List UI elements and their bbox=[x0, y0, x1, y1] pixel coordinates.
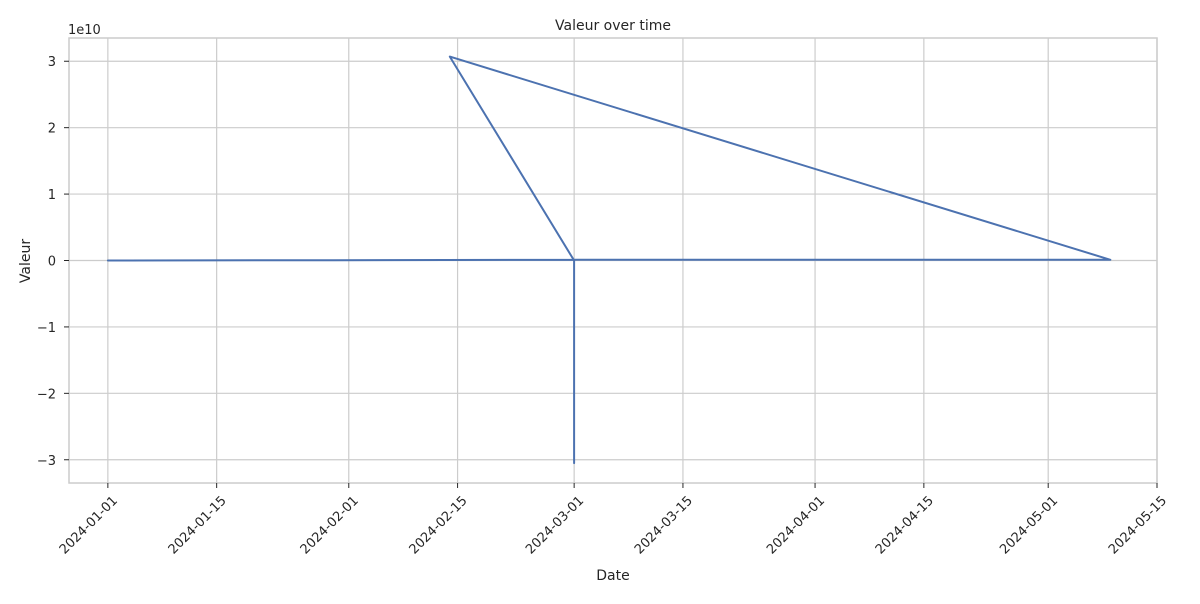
y-axis-offset-label: 1e10 bbox=[68, 23, 101, 38]
x-tick-label: 2024-03-15 bbox=[632, 493, 696, 557]
x-tick-label: 2024-01-15 bbox=[166, 493, 230, 557]
y-tick-label: 2 bbox=[48, 122, 56, 137]
x-tick-label: 2024-04-15 bbox=[873, 493, 937, 557]
x-axis-ticks: 2024-01-01 2024-01-15 2024-02-01 2024-02-15… bbox=[57, 483, 1170, 557]
y-tick-label: −3 bbox=[37, 454, 56, 469]
y-axis-label: Valeur bbox=[18, 239, 34, 283]
x-tick-label: 2024-02-01 bbox=[298, 493, 362, 557]
y-axis-ticks: −3 −2 −1 0 1 2 3 bbox=[37, 55, 69, 469]
series-layer bbox=[106, 55, 1112, 465]
x-tick-label: 2024-01-01 bbox=[57, 493, 121, 557]
y-tick-label: 0 bbox=[48, 255, 56, 270]
series-line bbox=[106, 55, 1112, 465]
x-tick-label: 2024-05-01 bbox=[997, 493, 1061, 557]
y-tick-label: −2 bbox=[37, 387, 56, 402]
y-tick-label: −1 bbox=[37, 321, 56, 336]
chart-title: Valeur over time bbox=[555, 18, 671, 34]
y-tick-label: 1 bbox=[48, 188, 56, 203]
x-tick-label: 2024-04-01 bbox=[764, 493, 828, 557]
x-tick-label: 2024-02-15 bbox=[407, 493, 471, 557]
x-tick-label: 2024-03-01 bbox=[523, 493, 587, 557]
x-axis-label: Date bbox=[596, 568, 629, 584]
x-tick-label: 2024-05-15 bbox=[1106, 493, 1170, 557]
y-tick-label: 3 bbox=[48, 55, 56, 70]
